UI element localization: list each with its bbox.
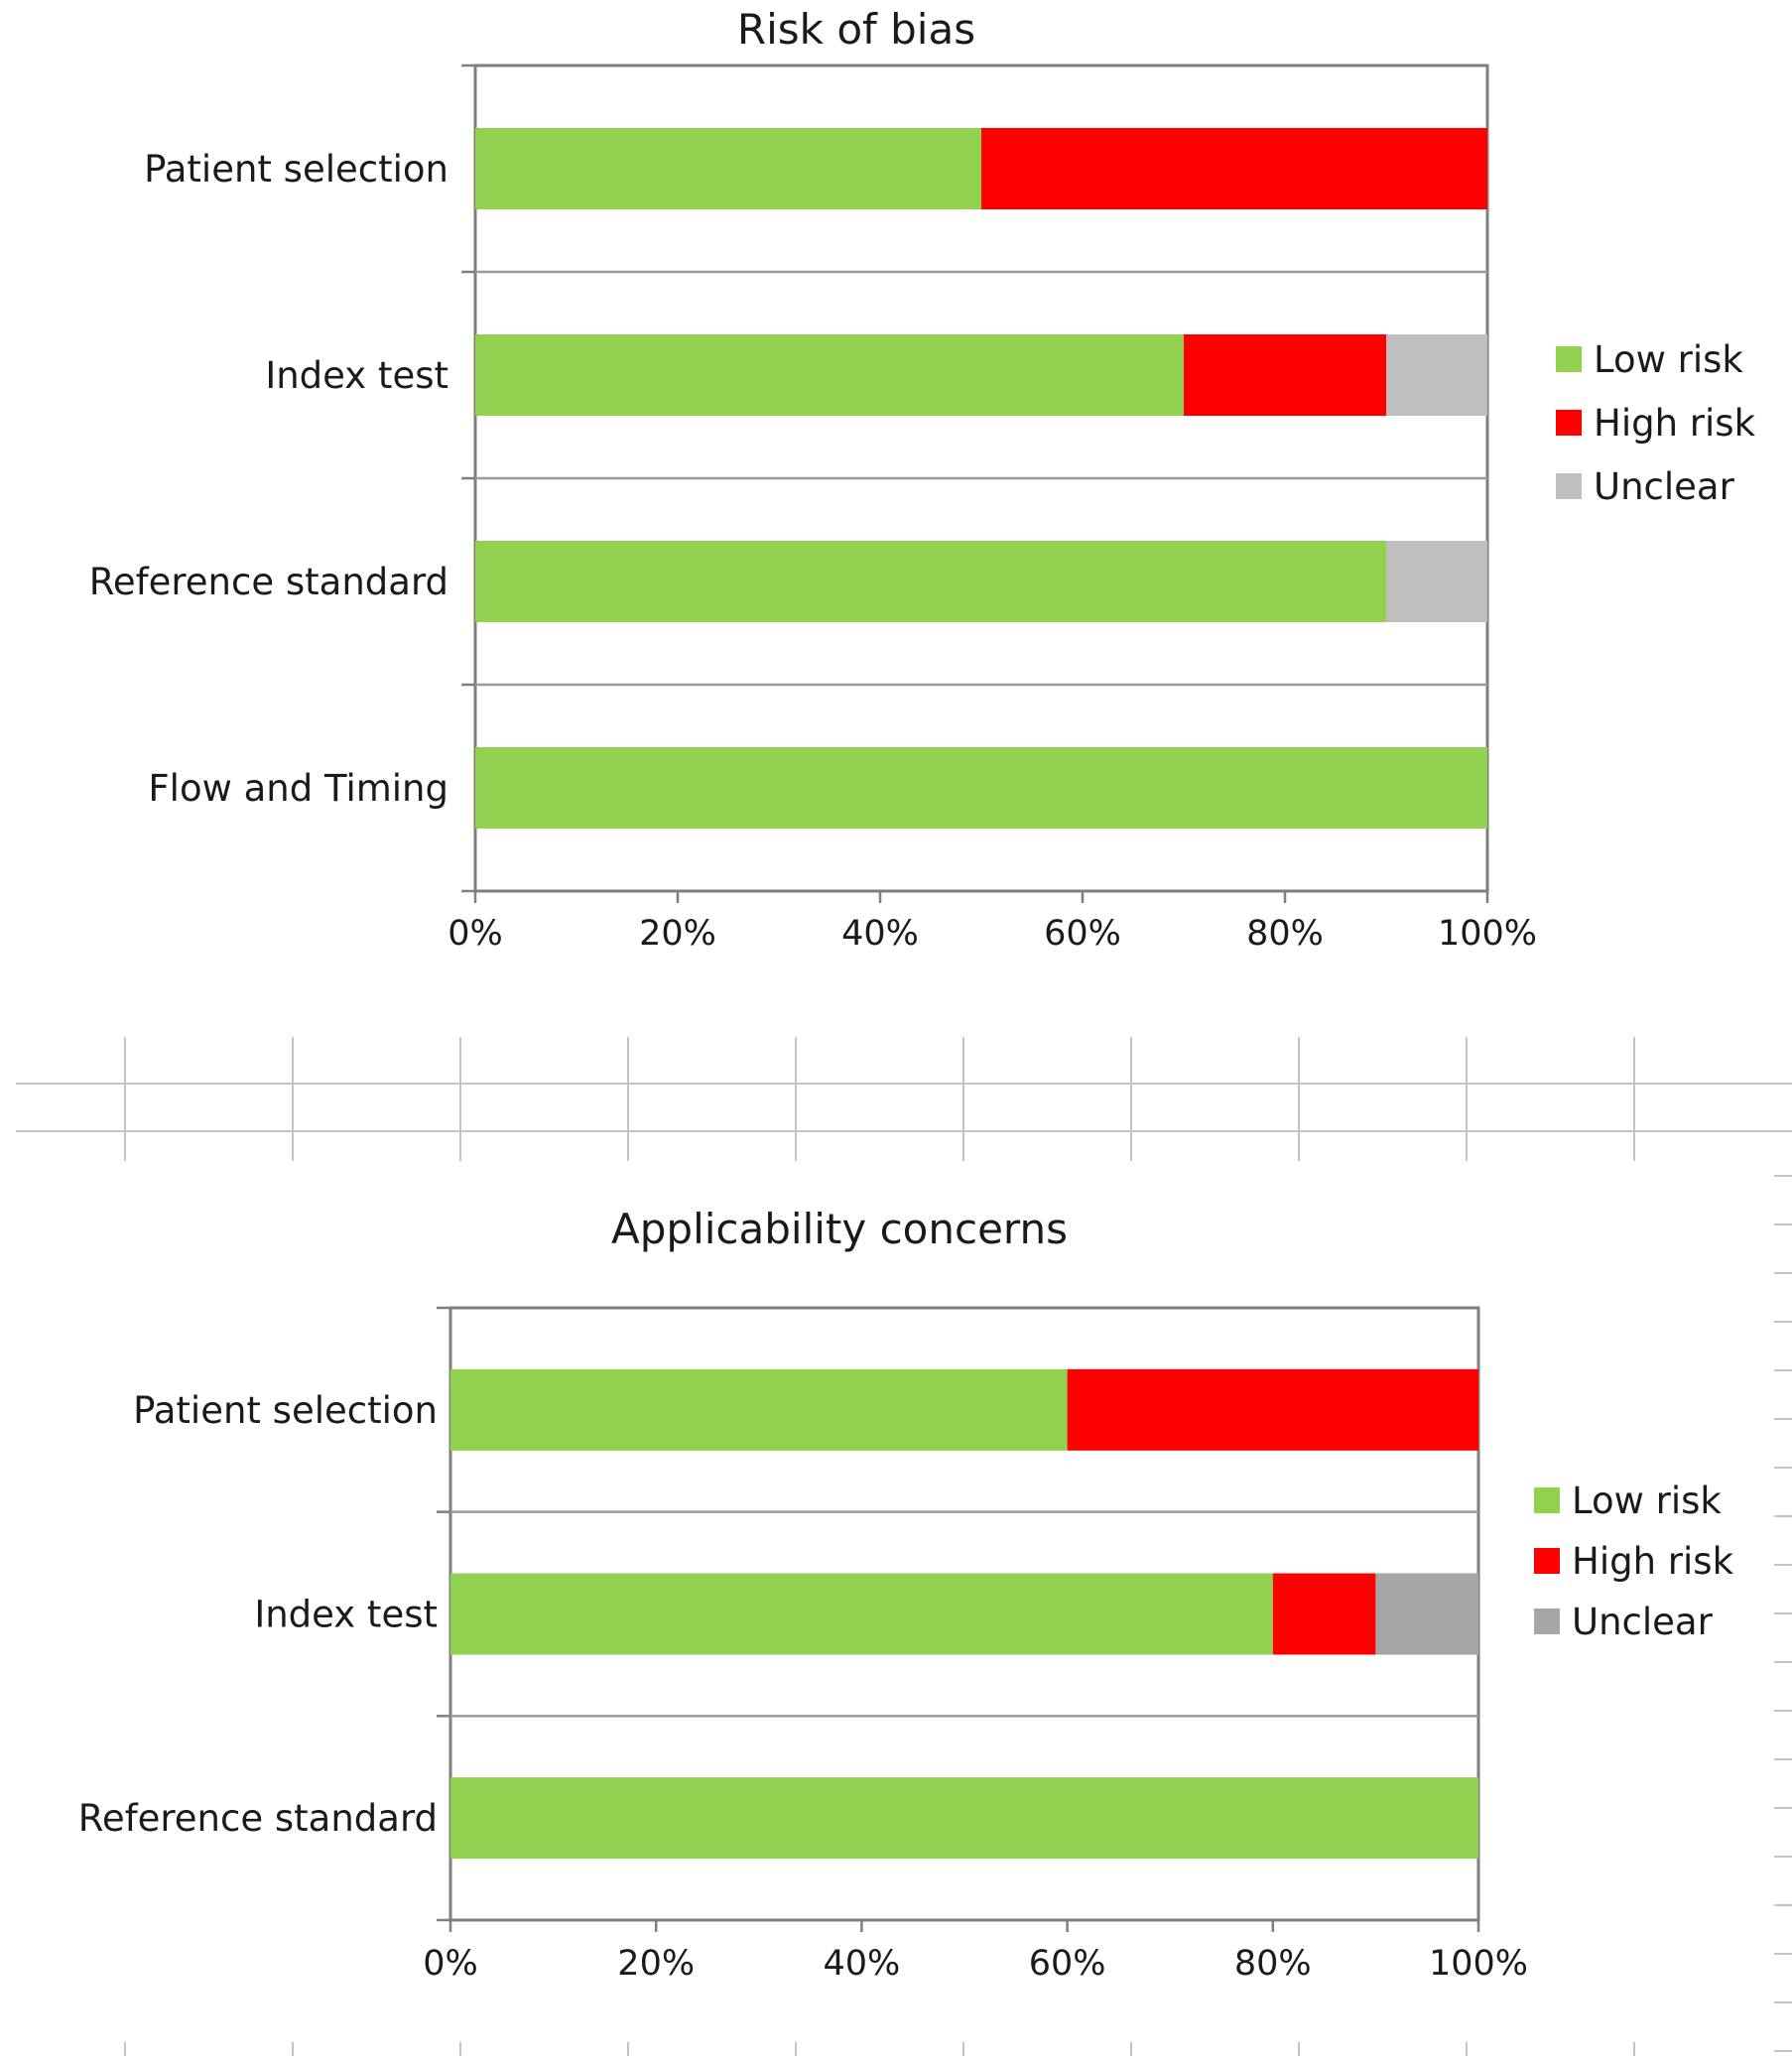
bar-high-risk-patient-selection bbox=[1067, 1368, 1478, 1451]
x-tick-label: 100% bbox=[1429, 1944, 1528, 1984]
category-label-patient-selection: Patient selection bbox=[133, 1389, 438, 1432]
bar-low-risk-patient-selection bbox=[475, 128, 981, 209]
category-label-index-test: Index test bbox=[265, 354, 448, 397]
bar-high-risk-index-test bbox=[1272, 1573, 1376, 1655]
spreadsheet-gridlines bbox=[16, 1037, 1792, 2056]
x-tick-label: 60% bbox=[1044, 914, 1121, 954]
chart-title: Applicability concerns bbox=[611, 1205, 1068, 1253]
legend-swatch-unclear bbox=[1534, 1609, 1560, 1634]
legend-label-unclear: Unclear bbox=[1594, 465, 1735, 508]
bar-unclear-index-test bbox=[1386, 334, 1487, 416]
legend-swatch-high-risk bbox=[1556, 410, 1582, 436]
chart-title: Risk of bias bbox=[737, 5, 975, 54]
legend-swatch-low-risk bbox=[1534, 1487, 1560, 1513]
bar-low-risk-index-test bbox=[475, 334, 1184, 416]
bar-low-risk-reference-standard bbox=[475, 541, 1386, 622]
risk-of-bias-chart: Risk of bias Patient selection Index test R… bbox=[89, 5, 1756, 954]
category-label-flow-and-timing: Flow and Timing bbox=[148, 767, 448, 810]
category-label-reference-standard: Reference standard bbox=[89, 561, 448, 603]
bar-low-risk-flow-and-timing bbox=[475, 747, 1487, 829]
x-tick-label: 20% bbox=[639, 914, 716, 954]
x-tick-label: 40% bbox=[841, 914, 919, 954]
bar-low-risk-index-test bbox=[450, 1573, 1273, 1655]
bar-high-risk-index-test bbox=[1184, 334, 1386, 416]
bar-high-risk-patient-selection bbox=[981, 128, 1487, 209]
legend-label-low-risk: Low risk bbox=[1572, 1480, 1722, 1522]
x-tick-label: 80% bbox=[1234, 1944, 1312, 1984]
x-tick-label: 0% bbox=[423, 1944, 478, 1984]
x-tick-label: 0% bbox=[448, 914, 503, 954]
legend-swatch-high-risk bbox=[1534, 1548, 1560, 1574]
x-tick-label: 100% bbox=[1438, 914, 1537, 954]
x-tick-label: 80% bbox=[1246, 914, 1324, 954]
legend-label-low-risk: Low risk bbox=[1594, 338, 1743, 381]
x-tick-label: 20% bbox=[617, 1944, 695, 1984]
legend-swatch-low-risk bbox=[1556, 346, 1582, 372]
bar-unclear-index-test bbox=[1375, 1573, 1478, 1655]
category-label-index-test: Index test bbox=[254, 1594, 438, 1636]
category-label-reference-standard: Reference standard bbox=[78, 1797, 438, 1840]
legend-label-high-risk: High risk bbox=[1594, 402, 1756, 445]
x-tick-label: 40% bbox=[824, 1944, 901, 1984]
x-tick-label: 60% bbox=[1029, 1944, 1106, 1984]
category-label-patient-selection: Patient selection bbox=[144, 148, 448, 191]
legend-label-high-risk: High risk bbox=[1572, 1540, 1734, 1583]
applicability-concerns-chart: Applicability concerns Patient selection I… bbox=[78, 1205, 1734, 1984]
bar-low-risk-reference-standard bbox=[450, 1777, 1478, 1860]
bar-low-risk-patient-selection bbox=[450, 1368, 1068, 1451]
legend-swatch-unclear bbox=[1556, 473, 1582, 499]
legend-label-unclear: Unclear bbox=[1572, 1601, 1714, 1643]
bar-unclear-reference-standard bbox=[1386, 541, 1487, 622]
